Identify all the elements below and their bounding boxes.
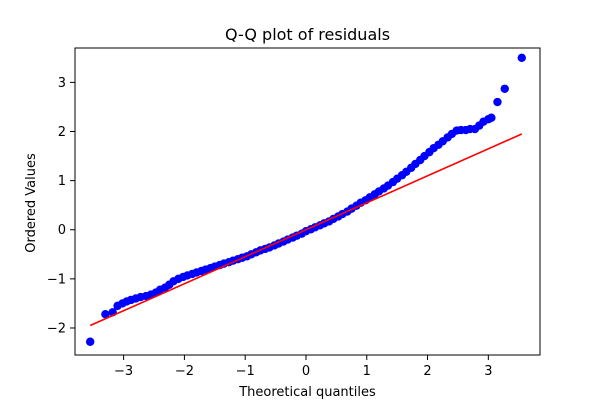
chart-title: Q-Q plot of residuals (225, 25, 390, 44)
fit-line (89, 133, 523, 327)
x-tick-label: 2 (423, 364, 431, 379)
y-tick-label: 0 (58, 223, 66, 238)
data-point (101, 310, 110, 319)
x-tick-label: −1 (236, 364, 255, 379)
x-tick-label: 1 (363, 364, 371, 379)
y-tick-label: −2 (47, 321, 66, 336)
y-axis-label: Ordered Values (24, 153, 39, 253)
data-point (493, 97, 502, 107)
x-tick-label: −3 (114, 364, 133, 379)
plot-frame (74, 47, 541, 356)
x-tick-label: 3 (484, 364, 492, 379)
data-point (500, 84, 509, 93)
data-point (517, 53, 526, 63)
x-tick-label: 0 (302, 364, 310, 379)
data-point (85, 337, 95, 346)
y-tick-label: 1 (58, 174, 66, 189)
x-tick-label: −2 (175, 364, 194, 379)
y-tick-label: 3 (58, 76, 66, 91)
data-point (487, 113, 496, 122)
y-tick-label: 2 (58, 125, 66, 140)
plot-area: −3 −2 −1 0 1 2 3 −2 −1 0 1 2 3 (47, 47, 541, 379)
x-axis-label: Theoretical quantiles (238, 385, 376, 400)
y-tick-label: −1 (47, 272, 66, 287)
